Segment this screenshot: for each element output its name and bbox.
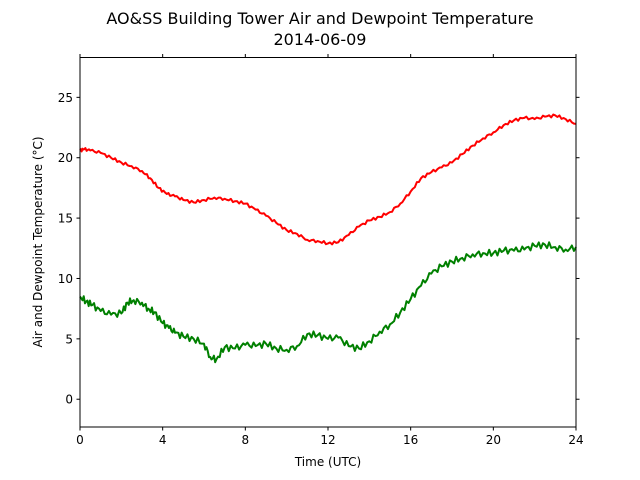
series-layer xyxy=(79,113,577,364)
ticks-layer: 0 4 8 12 16 20 24 0 5 10 15 20 25 xyxy=(58,54,584,447)
dewpoint-temperature-line xyxy=(79,241,577,364)
plot-frame xyxy=(79,57,577,428)
y-tick-label: 5 xyxy=(65,332,73,346)
x-tick-label: 24 xyxy=(568,433,583,447)
x-tick-label: 20 xyxy=(486,433,501,447)
x-tick-label: 12 xyxy=(320,433,335,447)
chart-title: AO&SS Building Tower Air and Dewpoint Te… xyxy=(106,9,533,28)
y-tick-label: 15 xyxy=(58,212,73,226)
air-temperature-line xyxy=(79,113,577,246)
x-tick-label: 8 xyxy=(242,433,250,447)
y-tick-label: 10 xyxy=(58,272,73,286)
x-tick-label: 16 xyxy=(403,433,418,447)
x-axis-label: Time (UTC) xyxy=(294,455,361,469)
x-tick-label: 0 xyxy=(76,433,84,447)
y-tick-label: 20 xyxy=(58,151,73,165)
x-tick-label: 4 xyxy=(159,433,167,447)
chart-subtitle: 2014-06-09 xyxy=(274,30,367,49)
y-axis-label: Air and Dewpoint Temperature (°C) xyxy=(31,136,45,347)
y-tick-label: 0 xyxy=(65,393,73,407)
y-tick-label: 25 xyxy=(58,91,73,105)
